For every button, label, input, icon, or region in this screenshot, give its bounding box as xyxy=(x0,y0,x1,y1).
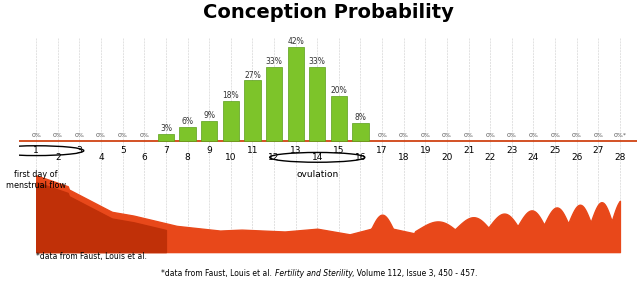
Text: 0%: 0% xyxy=(53,133,63,138)
Text: 2: 2 xyxy=(55,153,61,162)
Text: 42%: 42% xyxy=(287,37,304,46)
Text: 3%: 3% xyxy=(160,124,172,133)
Text: 0%: 0% xyxy=(572,133,582,138)
Text: 8%: 8% xyxy=(355,113,367,122)
Text: 27%: 27% xyxy=(244,70,260,80)
Text: 0%*: 0%* xyxy=(613,133,627,138)
Text: , Volume 112, Issue 3, 450 - 457.: , Volume 112, Issue 3, 450 - 457. xyxy=(353,269,478,278)
Text: 18%: 18% xyxy=(223,91,239,100)
Bar xyxy=(158,134,174,141)
Text: 0%: 0% xyxy=(507,133,516,138)
Bar xyxy=(331,96,347,141)
Text: ovulation: ovulation xyxy=(296,170,339,179)
Text: 0%: 0% xyxy=(96,133,106,138)
Bar xyxy=(244,80,260,141)
Text: 9%: 9% xyxy=(203,111,215,120)
Text: 23: 23 xyxy=(506,146,518,155)
Text: 33%: 33% xyxy=(309,57,326,66)
Text: 0%: 0% xyxy=(399,133,409,138)
Text: 21: 21 xyxy=(463,146,474,155)
Text: 0%: 0% xyxy=(463,133,474,138)
Text: 18: 18 xyxy=(398,153,410,162)
Text: 0%: 0% xyxy=(485,133,495,138)
Bar xyxy=(287,47,304,141)
Text: 12: 12 xyxy=(268,153,280,162)
Text: 0%: 0% xyxy=(593,133,604,138)
Title: Conception Probability: Conception Probability xyxy=(203,3,454,22)
Bar xyxy=(179,127,196,141)
Bar xyxy=(266,67,282,141)
Text: 5: 5 xyxy=(120,146,125,155)
Text: 7: 7 xyxy=(163,146,169,155)
Text: 0%: 0% xyxy=(31,133,41,138)
Text: 26: 26 xyxy=(571,153,582,162)
Text: 19: 19 xyxy=(420,146,431,155)
Text: 0%: 0% xyxy=(529,133,538,138)
Text: 16: 16 xyxy=(355,153,366,162)
Text: 22: 22 xyxy=(484,153,496,162)
Text: 0%: 0% xyxy=(74,133,84,138)
Text: *data from Faust, Louis et al.: *data from Faust, Louis et al. xyxy=(161,269,275,278)
Text: 20%: 20% xyxy=(330,86,348,95)
Bar xyxy=(223,100,239,141)
Text: 0%: 0% xyxy=(118,133,127,138)
Text: 9: 9 xyxy=(206,146,212,155)
Text: 14: 14 xyxy=(312,153,323,162)
Text: 0%: 0% xyxy=(550,133,560,138)
Text: 27: 27 xyxy=(593,146,604,155)
Text: 15: 15 xyxy=(333,146,344,155)
Text: first day of
menstrual flow: first day of menstrual flow xyxy=(6,170,66,190)
Text: 33%: 33% xyxy=(266,57,282,66)
Text: *data from Faust, Louis et al.: *data from Faust, Louis et al. xyxy=(36,252,150,261)
Text: 6%: 6% xyxy=(182,117,193,127)
Text: 13: 13 xyxy=(290,146,301,155)
Bar xyxy=(201,121,217,141)
Text: Fertility and Sterility: Fertility and Sterility xyxy=(275,269,353,278)
Text: 6: 6 xyxy=(141,153,147,162)
Text: 24: 24 xyxy=(528,153,539,162)
Text: 25: 25 xyxy=(549,146,561,155)
Text: 11: 11 xyxy=(246,146,258,155)
Text: 0%: 0% xyxy=(442,133,452,138)
Text: 0%: 0% xyxy=(140,133,149,138)
Text: 10: 10 xyxy=(225,153,237,162)
Text: 8: 8 xyxy=(185,153,191,162)
Text: 1: 1 xyxy=(33,146,39,155)
Text: 4: 4 xyxy=(99,153,104,162)
Text: 20: 20 xyxy=(442,153,452,162)
Text: 3: 3 xyxy=(77,146,83,155)
Text: 0%: 0% xyxy=(377,133,387,138)
Text: 17: 17 xyxy=(376,146,388,155)
Bar xyxy=(309,67,325,141)
Text: 28: 28 xyxy=(614,153,626,162)
Bar xyxy=(353,123,369,141)
Text: 0%: 0% xyxy=(420,133,430,138)
